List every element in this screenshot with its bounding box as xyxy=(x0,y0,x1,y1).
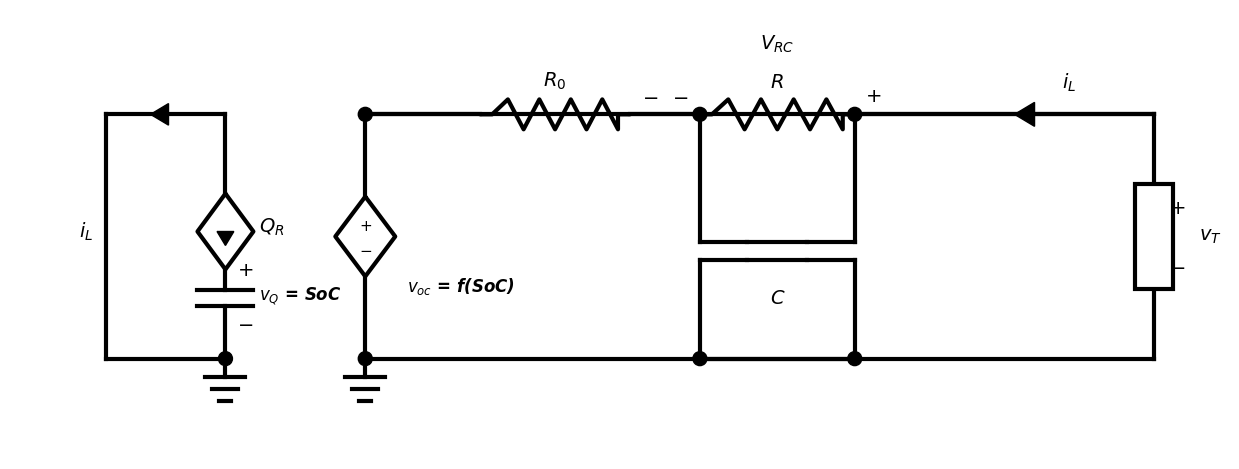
Polygon shape xyxy=(150,104,169,125)
Text: $+$: $+$ xyxy=(865,87,881,106)
Text: $+$: $+$ xyxy=(238,261,254,280)
Text: $R$: $R$ xyxy=(771,74,784,92)
Text: $+$: $+$ xyxy=(1170,199,1186,218)
Text: $v_{oc}$ = f(SoC): $v_{oc}$ = f(SoC) xyxy=(408,276,515,297)
Circle shape xyxy=(358,107,372,121)
Polygon shape xyxy=(1015,102,1035,126)
Circle shape xyxy=(358,352,372,366)
Text: $R_0$: $R_0$ xyxy=(544,71,566,92)
Text: $v_Q$ = SoC: $v_Q$ = SoC xyxy=(259,286,342,307)
Text: $-$: $-$ xyxy=(642,87,658,106)
Text: $-$: $-$ xyxy=(359,242,372,257)
Text: $i_L$: $i_L$ xyxy=(79,220,94,242)
Circle shape xyxy=(218,352,233,366)
Text: $-$: $-$ xyxy=(238,314,254,333)
Text: $+$: $+$ xyxy=(359,219,372,234)
Text: $V_{RC}$: $V_{RC}$ xyxy=(761,33,794,54)
Text: $v_T$: $v_T$ xyxy=(1199,227,1222,246)
Polygon shape xyxy=(217,232,234,245)
Text: $-$: $-$ xyxy=(1170,257,1186,276)
Text: $C$: $C$ xyxy=(769,289,786,308)
Text: $Q_R$: $Q_R$ xyxy=(259,217,285,238)
Circle shape xyxy=(847,107,862,121)
Text: $-$: $-$ xyxy=(672,87,688,106)
FancyBboxPatch shape xyxy=(1135,184,1173,289)
Circle shape xyxy=(847,352,862,366)
Circle shape xyxy=(693,107,707,121)
Circle shape xyxy=(693,352,707,366)
Text: $i_L$: $i_L$ xyxy=(1062,72,1077,94)
